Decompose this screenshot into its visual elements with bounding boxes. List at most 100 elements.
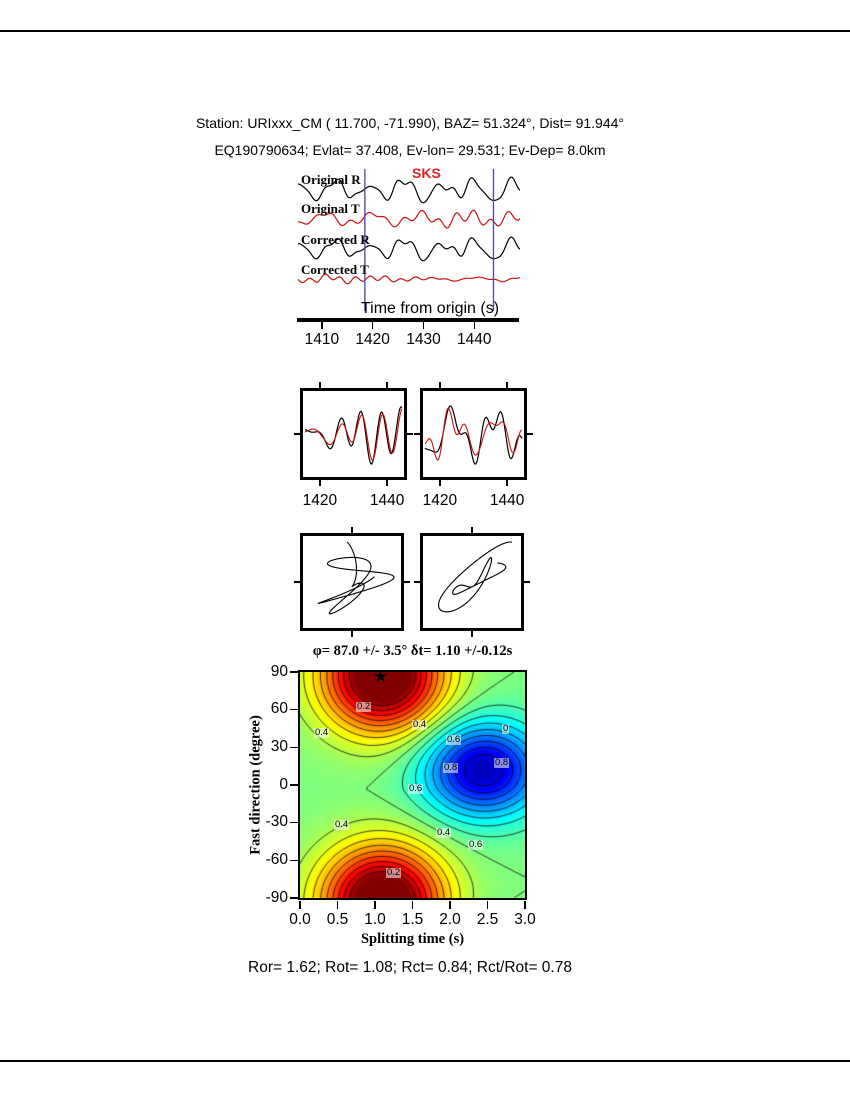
- contour-inline-label: 0.4: [314, 727, 330, 738]
- pair-waveforms-1: [304, 405, 403, 465]
- pm-box-tick: [351, 527, 353, 533]
- contour-xtick: [449, 901, 451, 909]
- pair-box-tick-label: 1440: [489, 492, 525, 509]
- contour-inline-label: 0.2: [386, 867, 402, 878]
- time-axis-tick-label: 1430: [406, 331, 441, 348]
- contour-inline-label: 0.8: [443, 762, 459, 773]
- result-summary: Ror= 1.62; Rot= 1.08; Rct= 0.84; Rct/Rot…: [248, 959, 572, 976]
- pair-trace-red: [424, 407, 523, 461]
- seismogram-trace: [298, 236, 520, 262]
- contour-ytick-label: -90: [265, 888, 288, 906]
- pair-box-tick: [439, 382, 441, 388]
- time-axis-tick: [473, 322, 476, 329]
- contour-ytick-label: 0: [279, 775, 288, 793]
- contour-xtick-label: 1.5: [401, 911, 424, 928]
- contour-inline-label: 0.6: [408, 783, 424, 794]
- contour-xtick: [374, 901, 376, 909]
- pair-box-tick: [319, 382, 321, 388]
- contour-xtick-label: 0.5: [326, 911, 349, 928]
- contour-ytick: [290, 708, 298, 711]
- contour-inline-label: 0: [502, 723, 510, 734]
- pair-box-tick: [319, 480, 321, 486]
- time-axis-tick: [371, 322, 374, 329]
- contour-inline-label: 0.2: [356, 701, 372, 712]
- contour-inline-label: 0.6: [446, 734, 462, 745]
- contour-inline-label: 0.4: [412, 719, 428, 730]
- trace-label-original-r: Original R: [301, 172, 361, 187]
- pair-box-tick-label: 1420: [422, 492, 458, 509]
- contour-xtick: [486, 901, 489, 909]
- event-header: EQ190790634; Evlat= 37.408, Ev-lon= 29.5…: [214, 142, 606, 158]
- time-axis-tick-label: 1440: [457, 331, 492, 348]
- seismogram-trace: [298, 176, 520, 204]
- contour-xtick-label: 1.0: [364, 911, 386, 928]
- particle-motion-corrected-curve: [437, 541, 513, 613]
- contour-ytick-label: -30: [265, 813, 288, 831]
- contour-ytick: [290, 897, 298, 899]
- pair-waveforms-2: [424, 405, 523, 465]
- contour-inline-label: 0.6: [468, 839, 484, 850]
- time-axis-line: [297, 318, 519, 322]
- trace-label-original-t: Original T: [301, 201, 360, 216]
- particle-motion-original-curve: [317, 541, 395, 615]
- contour-inline-label: 0.4: [334, 819, 350, 830]
- contour-inline-label: 0.4: [436, 827, 452, 838]
- pm-box-tick: [414, 581, 420, 583]
- contour-title: φ= 87.0 +/- 3.5° δt= 1.10 +/-0.12s: [312, 643, 513, 659]
- contour-ytick: [290, 784, 298, 786]
- time-axis-tick-label: 1420: [355, 331, 390, 348]
- corrected-pair-box-2: [420, 388, 527, 480]
- pm-box-tick: [404, 581, 410, 583]
- time-axis-title: Time from origin (s): [360, 300, 500, 317]
- contour-ytick: [290, 746, 298, 749]
- contour-xtick: [336, 901, 339, 909]
- particle-motion-original: [300, 533, 404, 631]
- phase-label: SKS: [412, 165, 441, 181]
- trace-label-corrected-t: Corrected T: [301, 262, 369, 277]
- pm-box-tick: [471, 631, 473, 637]
- pair-box-tick: [527, 433, 533, 435]
- seismogram-trace: [298, 273, 520, 285]
- contour-ytick-label: 60: [270, 700, 288, 718]
- time-axis-tick: [321, 322, 323, 329]
- particle-motion-corrected: [420, 533, 524, 631]
- best-solution-star: ★: [373, 667, 389, 686]
- contour-xtick: [411, 901, 414, 909]
- pair-box-tick: [294, 433, 300, 435]
- pair-box-tick: [506, 480, 508, 486]
- contour-ytick-label: 30: [270, 737, 288, 755]
- contour-ytick-label: 90: [270, 662, 288, 680]
- pair-box-tick: [386, 382, 388, 388]
- contour-ytick: [290, 821, 298, 824]
- pair-trace-red: [304, 408, 403, 461]
- contour-xtick: [524, 901, 526, 909]
- pair-box-tick-label: 1440: [369, 492, 405, 509]
- trace-label-corrected-r: Corrected R: [301, 232, 370, 247]
- contour-ytick: [290, 671, 298, 673]
- pair-box-tick: [414, 433, 420, 435]
- seismogram-panel: [298, 169, 520, 311]
- pm-box-tick: [294, 581, 300, 583]
- time-axis-tick: [422, 322, 425, 329]
- pm-box-tick: [471, 527, 473, 533]
- pair-box-tick-label: 1420: [302, 492, 338, 509]
- page-border-bottom: [0, 1060, 850, 1062]
- contour-xtick-label: 0.0: [289, 911, 311, 928]
- pair-box-tick: [407, 433, 413, 435]
- pair-box-tick: [506, 382, 508, 388]
- page-border-top: [0, 30, 850, 32]
- pair-box-tick: [386, 480, 388, 486]
- contour-ytick: [290, 859, 298, 862]
- particle-motion-path: [437, 541, 513, 613]
- contour-ytick-label: -60: [265, 850, 288, 868]
- contour-xtick-label: 3.0: [514, 911, 536, 928]
- contour-xlabel: Splitting time (s): [360, 931, 465, 947]
- contour-inline-label: 0.8: [494, 757, 510, 768]
- pair-trace-black: [424, 405, 523, 465]
- pm-box-tick: [351, 631, 353, 637]
- pm-box-tick: [524, 581, 530, 583]
- particle-motion-path: [317, 541, 395, 615]
- corrected-pair-box-1: [300, 388, 407, 480]
- contour-xtick-label: 2.5: [476, 911, 499, 928]
